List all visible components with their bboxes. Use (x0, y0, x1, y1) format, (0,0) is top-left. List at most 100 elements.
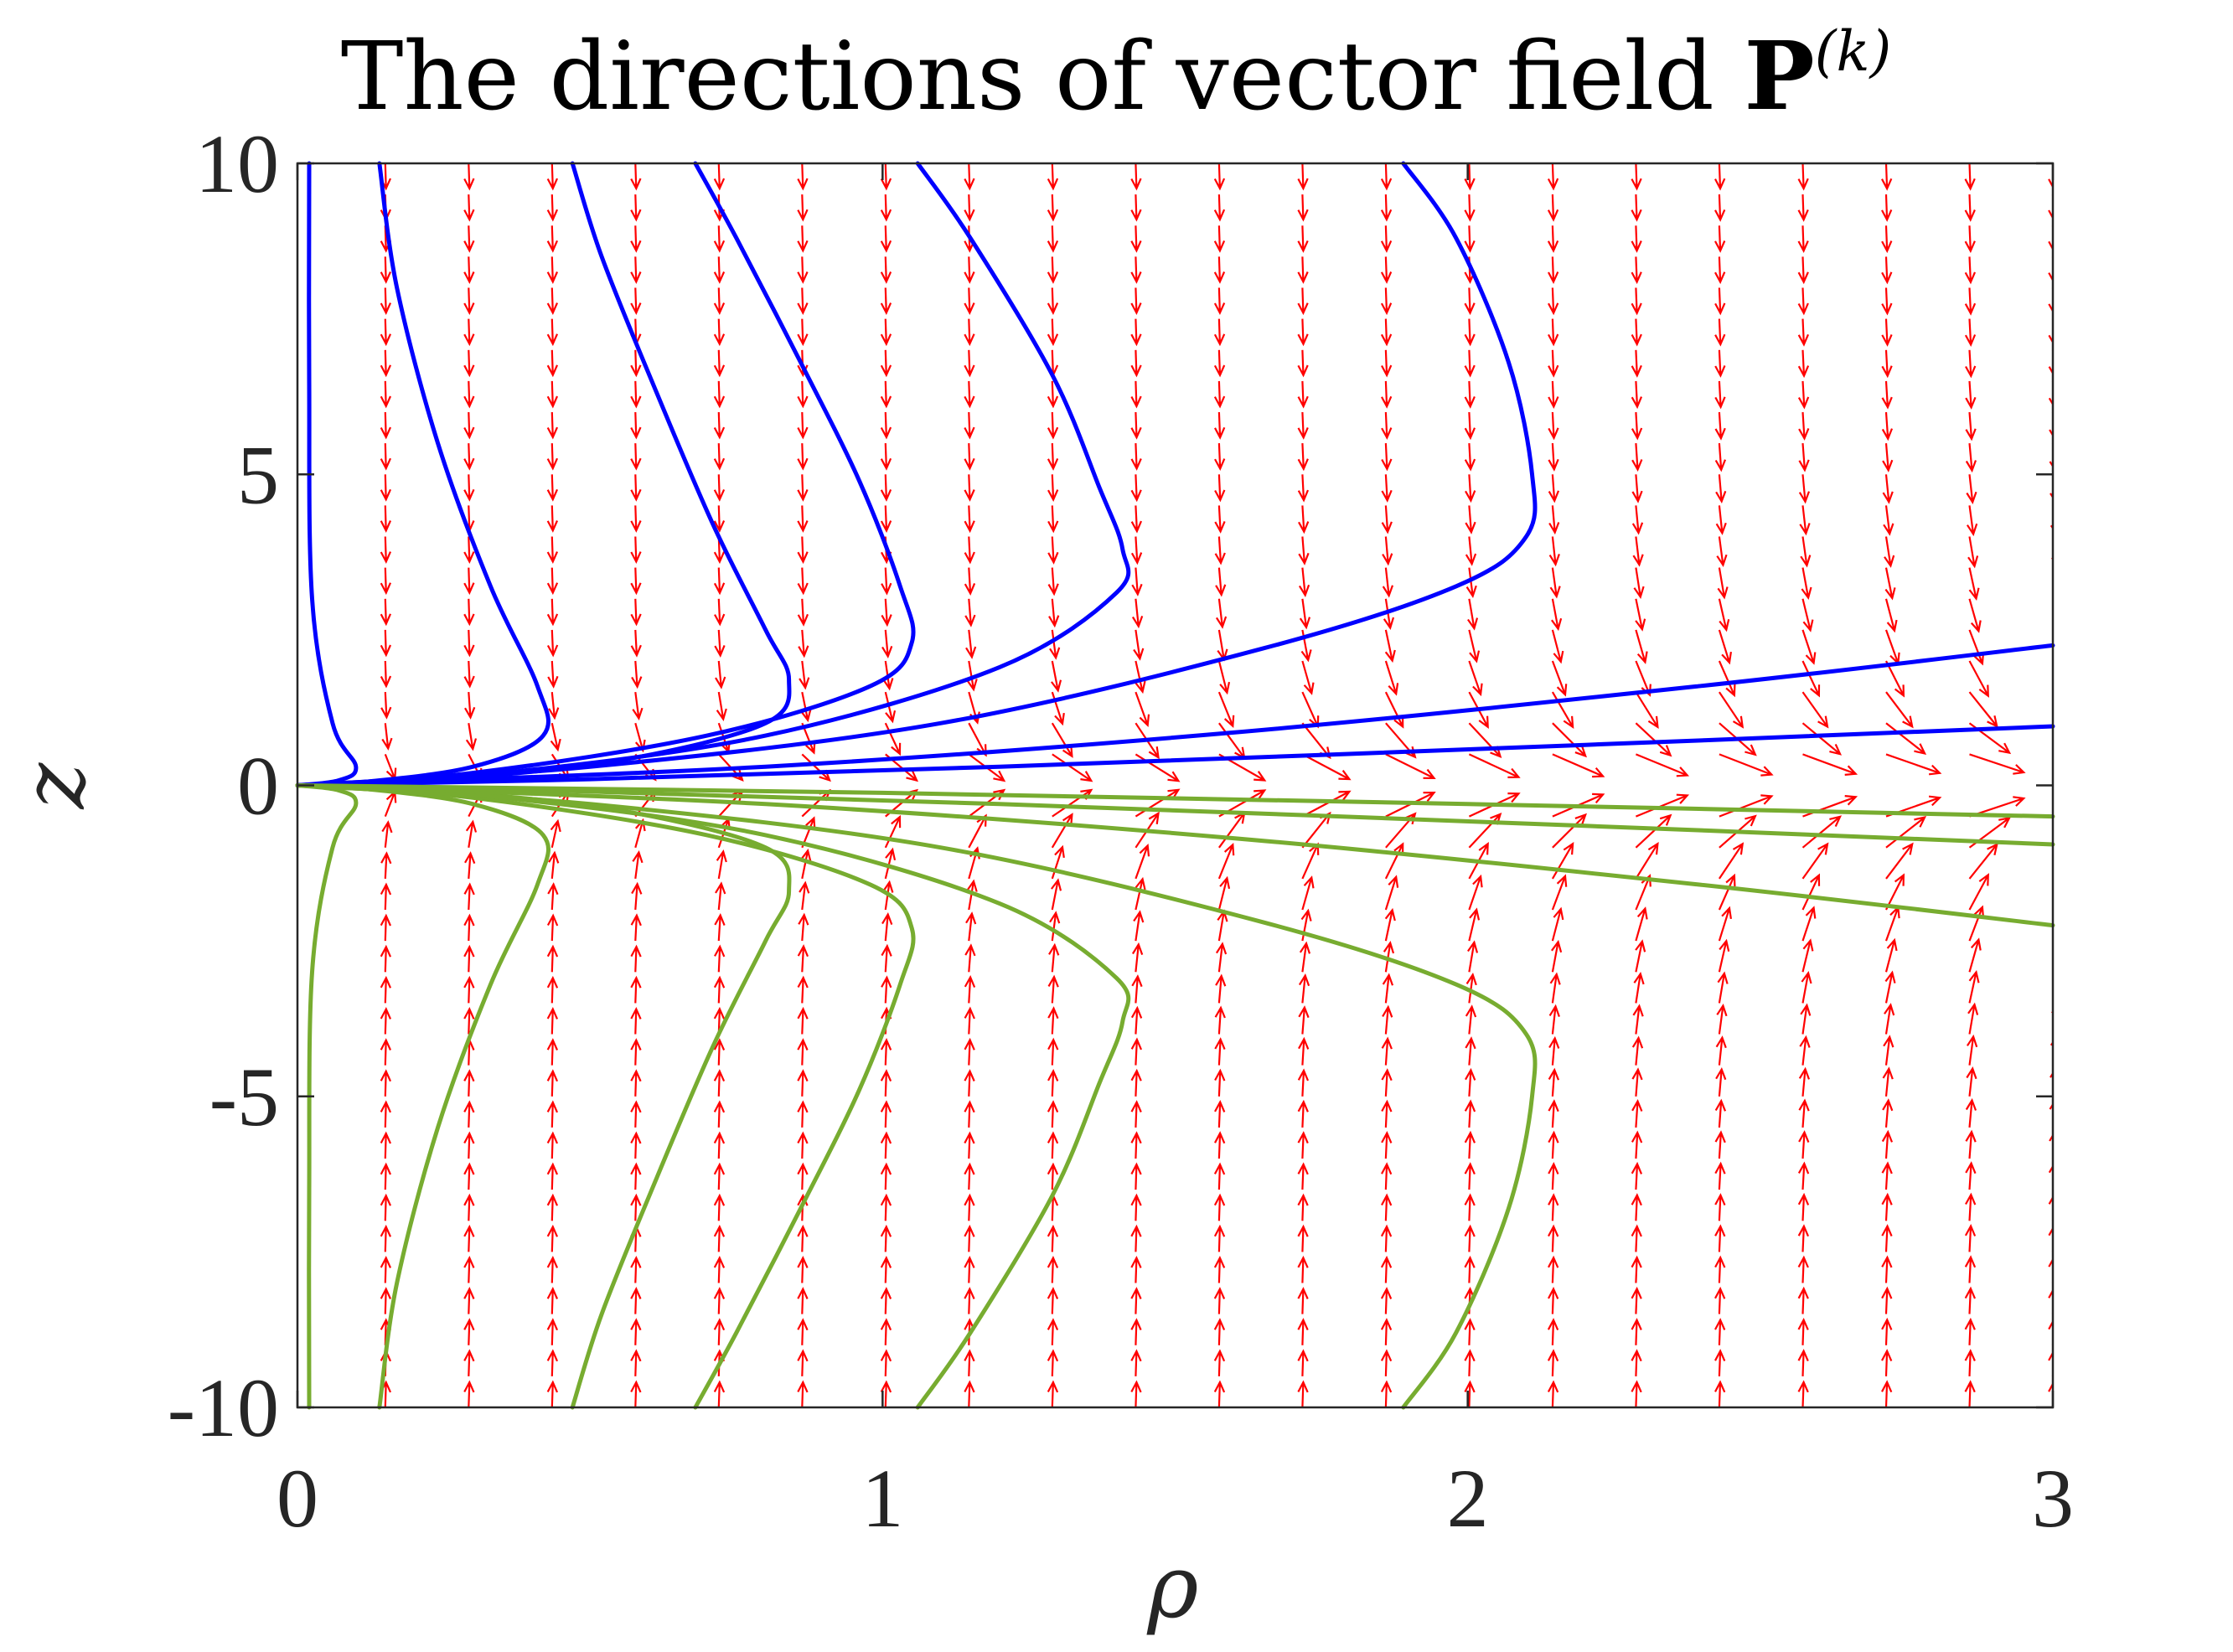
field-arrow (2048, 1226, 2053, 1252)
field-arrow (713, 380, 726, 409)
field-arrow (1968, 970, 1980, 1004)
field-arrow (1964, 1286, 1977, 1314)
field-arrow (1464, 318, 1476, 347)
field-arrow (1299, 941, 1311, 973)
field-arrow (880, 287, 892, 316)
field-arrow (1881, 380, 1893, 410)
field-arrow (1380, 1380, 1393, 1407)
field-arrow (1048, 598, 1060, 628)
field-arrow (716, 691, 727, 722)
field-arrow (1714, 194, 1726, 222)
field-arrow (1885, 842, 1914, 880)
field-arrow (1130, 1349, 1142, 1376)
field-arrow (1801, 971, 1812, 1004)
field-arrow (1631, 1255, 1642, 1283)
field-arrow (1548, 287, 1559, 316)
field-arrow (1635, 629, 1648, 664)
field-arrow (1716, 1004, 1728, 1035)
field-arrow (880, 1380, 892, 1407)
field-arrow (1799, 505, 1811, 536)
field-arrow (1551, 691, 1574, 729)
field-arrow (1882, 443, 1894, 472)
field-arrow (713, 1131, 726, 1159)
field-arrow (1384, 842, 1404, 880)
field-arrow (1135, 753, 1181, 782)
field-arrow (880, 474, 892, 502)
field-arrow (546, 1349, 559, 1376)
field-arrow (799, 880, 810, 911)
field-arrow (797, 1100, 809, 1128)
field-arrow (1380, 1255, 1393, 1283)
field-arrow (1547, 1318, 1559, 1345)
field-arrow (1297, 1162, 1309, 1190)
field-arrow (1051, 691, 1065, 726)
field-arrow (1966, 1034, 1978, 1066)
field-arrow (1385, 753, 1436, 780)
field-arrow (1967, 1002, 1979, 1035)
field-arrow (1465, 1036, 1476, 1066)
upper-trajectory-7 (295, 643, 2055, 787)
field-arrow (964, 1006, 975, 1035)
field-arrow (1047, 443, 1059, 471)
field-arrow (797, 443, 809, 471)
field-arrow (1047, 1131, 1059, 1159)
field-arrow (964, 1100, 975, 1128)
field-arrow (797, 194, 809, 222)
field-arrow (1130, 1005, 1143, 1035)
field-arrow (1381, 1099, 1393, 1128)
field-arrow (1714, 411, 1726, 441)
field-arrow (1380, 256, 1393, 284)
field-arrow (1965, 349, 1977, 379)
field-arrow (630, 913, 642, 942)
field-arrow (1719, 794, 1774, 818)
field-arrow (1548, 256, 1559, 285)
field-arrow (380, 598, 392, 627)
field-arrow (1548, 1099, 1559, 1128)
field-arrow (1382, 567, 1394, 598)
field-arrow (2048, 1350, 2053, 1376)
field-arrow (1130, 318, 1142, 347)
field-arrow (1297, 1380, 1309, 1407)
field-arrow (1548, 1193, 1559, 1221)
field-arrow (1965, 1097, 1977, 1128)
field-arrow (1964, 1349, 1976, 1376)
field-arrow (1297, 411, 1309, 440)
field-arrow (630, 287, 642, 316)
field-arrow (714, 598, 726, 627)
field-arrow (630, 1006, 642, 1035)
field-arrow (1797, 1224, 1810, 1252)
field-arrow (1635, 813, 1672, 849)
field-arrow (1964, 194, 1976, 222)
field-arrow (880, 1069, 892, 1097)
y-tick-label: 10 (195, 117, 279, 210)
field-arrow (463, 225, 475, 253)
field-arrow (2048, 1288, 2053, 1314)
field-arrow (797, 1038, 809, 1066)
field-arrow (1464, 1255, 1476, 1283)
chart-title: The directions of vector field P(k) (341, 19, 1891, 132)
field-arrow (1718, 598, 1730, 632)
field-arrow (880, 1131, 892, 1159)
field-arrow (547, 660, 559, 689)
field-arrow (381, 723, 393, 751)
field-arrow (1714, 1130, 1726, 1159)
field-arrow (630, 1100, 642, 1128)
field-arrow (966, 879, 978, 911)
field-arrow (1798, 474, 1811, 504)
field-arrow (380, 944, 392, 973)
field-arrow (1464, 194, 1476, 222)
field-arrow (1135, 876, 1146, 911)
field-arrow (880, 1100, 892, 1128)
field-arrow (463, 1380, 475, 1407)
field-arrow (1048, 942, 1060, 973)
field-arrow (1965, 411, 1977, 441)
x-tick-label: 1 (861, 1452, 903, 1545)
field-arrow (546, 1162, 559, 1190)
field-arrow (880, 505, 892, 534)
field-arrow (1635, 722, 1672, 757)
y-axis-label: z (3, 761, 105, 810)
field-arrow (964, 443, 975, 471)
field-arrow (634, 818, 646, 849)
field-arrow (1381, 411, 1393, 441)
field-arrow (380, 505, 392, 533)
